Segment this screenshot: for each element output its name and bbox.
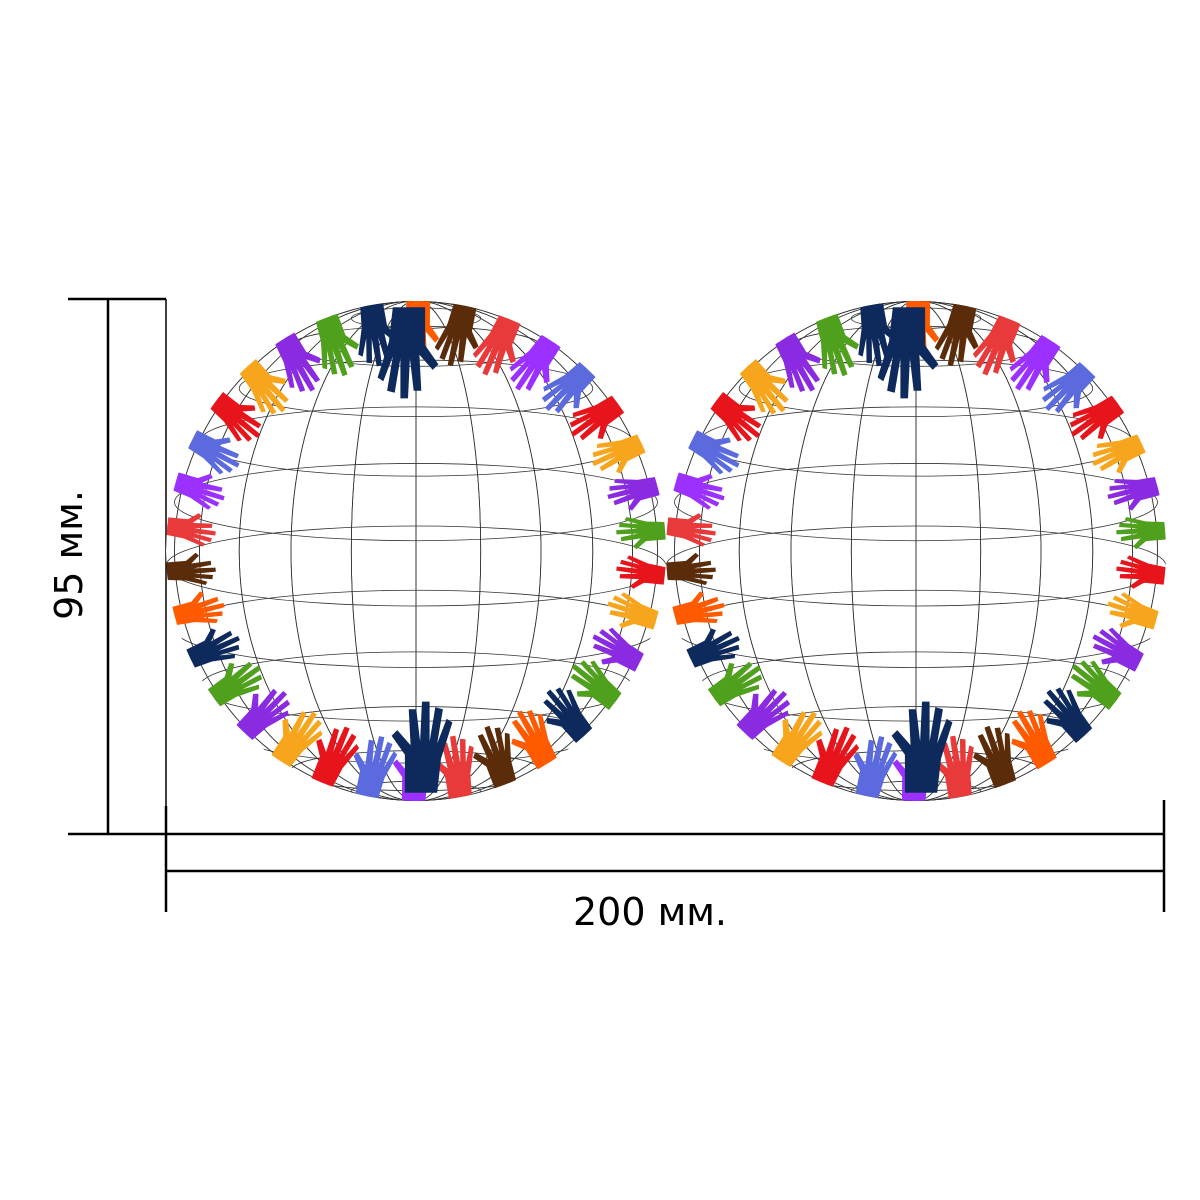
left-globe: [166, 301, 666, 801]
hand-icon: [733, 688, 791, 743]
hand-icon: [592, 433, 649, 474]
longitude-line: [850, 301, 982, 801]
hand-icon: [972, 312, 1022, 376]
longitude-line: [290, 301, 542, 801]
hand-icon: [877, 307, 939, 399]
hand-icon: [1116, 555, 1166, 589]
hand-icon: [310, 726, 360, 790]
hand-icon: [543, 687, 595, 746]
height-dimension: [68, 297, 167, 836]
width-dimension: [164, 800, 1166, 912]
hand-icon: [269, 711, 323, 770]
hand-icon: [933, 735, 974, 801]
hand-icon: [683, 628, 740, 669]
hand-icon: [170, 591, 225, 626]
hand-icon: [1011, 710, 1059, 773]
longitude-line: [790, 301, 1042, 801]
hand-icon: [183, 628, 240, 669]
hand-icon: [737, 356, 789, 415]
hand-icon: [237, 356, 289, 415]
longitude-line: [738, 301, 1094, 801]
hand-icon: [815, 310, 859, 377]
right-globe: [666, 301, 1166, 801]
width-label: 200 мм.: [573, 890, 727, 934]
hand-icon: [1107, 476, 1162, 511]
hand-icon: [1107, 592, 1161, 631]
hand-icon: [472, 312, 522, 376]
hand-icon: [616, 555, 666, 589]
longitude-line: [174, 301, 658, 801]
hand-icon: [473, 725, 517, 792]
hand-icon: [858, 301, 899, 367]
height-label: 95 мм.: [47, 490, 91, 620]
hand-icon: [891, 701, 953, 793]
hand-icon: [358, 301, 399, 367]
hand-icon: [1041, 359, 1099, 414]
hand-icon: [666, 513, 716, 547]
hand-icon: [208, 390, 262, 442]
hand-icon: [185, 429, 240, 475]
hand-icon: [708, 390, 762, 442]
hand-icon: [233, 688, 291, 743]
hand-icon: [511, 710, 559, 773]
hand-icon: [666, 552, 716, 586]
longitude-line: [199, 301, 633, 801]
hand-icon: [685, 429, 740, 475]
hand-icon: [670, 591, 725, 626]
hand-icon: [1070, 660, 1124, 712]
hand-icon: [1043, 687, 1095, 746]
longitude-line: [699, 301, 1133, 801]
hand-icon: [1092, 627, 1147, 673]
hand-icon: [973, 725, 1017, 792]
hand-icon: [509, 332, 563, 391]
hand-icon: [166, 552, 216, 586]
hand-icon: [570, 660, 624, 712]
hand-icon: [1009, 332, 1063, 391]
hand-icon: [569, 394, 627, 441]
hand-icon: [1116, 516, 1166, 550]
hand-icon: [592, 627, 647, 673]
hands-ring: [666, 301, 1166, 801]
hand-icon: [391, 701, 453, 793]
longitude-line: [350, 301, 482, 801]
hand-icon: [377, 307, 439, 399]
hand-icon: [769, 711, 823, 770]
longitude-line: [238, 301, 594, 801]
hand-icon: [934, 301, 979, 366]
hand-icon: [1069, 394, 1127, 441]
hands-ring: [166, 301, 666, 801]
hand-icon: [315, 310, 359, 377]
hand-icon: [607, 476, 662, 511]
hand-icon: [607, 592, 661, 631]
hand-icon: [773, 329, 821, 392]
hand-icon: [705, 661, 763, 708]
hand-icon: [171, 471, 225, 510]
hand-icon: [616, 516, 666, 550]
hand-icon: [205, 661, 263, 708]
hand-icon: [433, 735, 474, 801]
hand-icon: [434, 301, 479, 366]
hand-icon: [671, 471, 725, 510]
hand-icon: [541, 359, 599, 414]
hand-icon: [1092, 433, 1149, 474]
hand-icon: [166, 513, 216, 547]
hand-icon: [853, 736, 898, 801]
longitude-line: [674, 301, 1158, 801]
hand-icon: [353, 736, 398, 801]
hand-icon: [810, 726, 860, 790]
hand-icon: [273, 329, 321, 392]
